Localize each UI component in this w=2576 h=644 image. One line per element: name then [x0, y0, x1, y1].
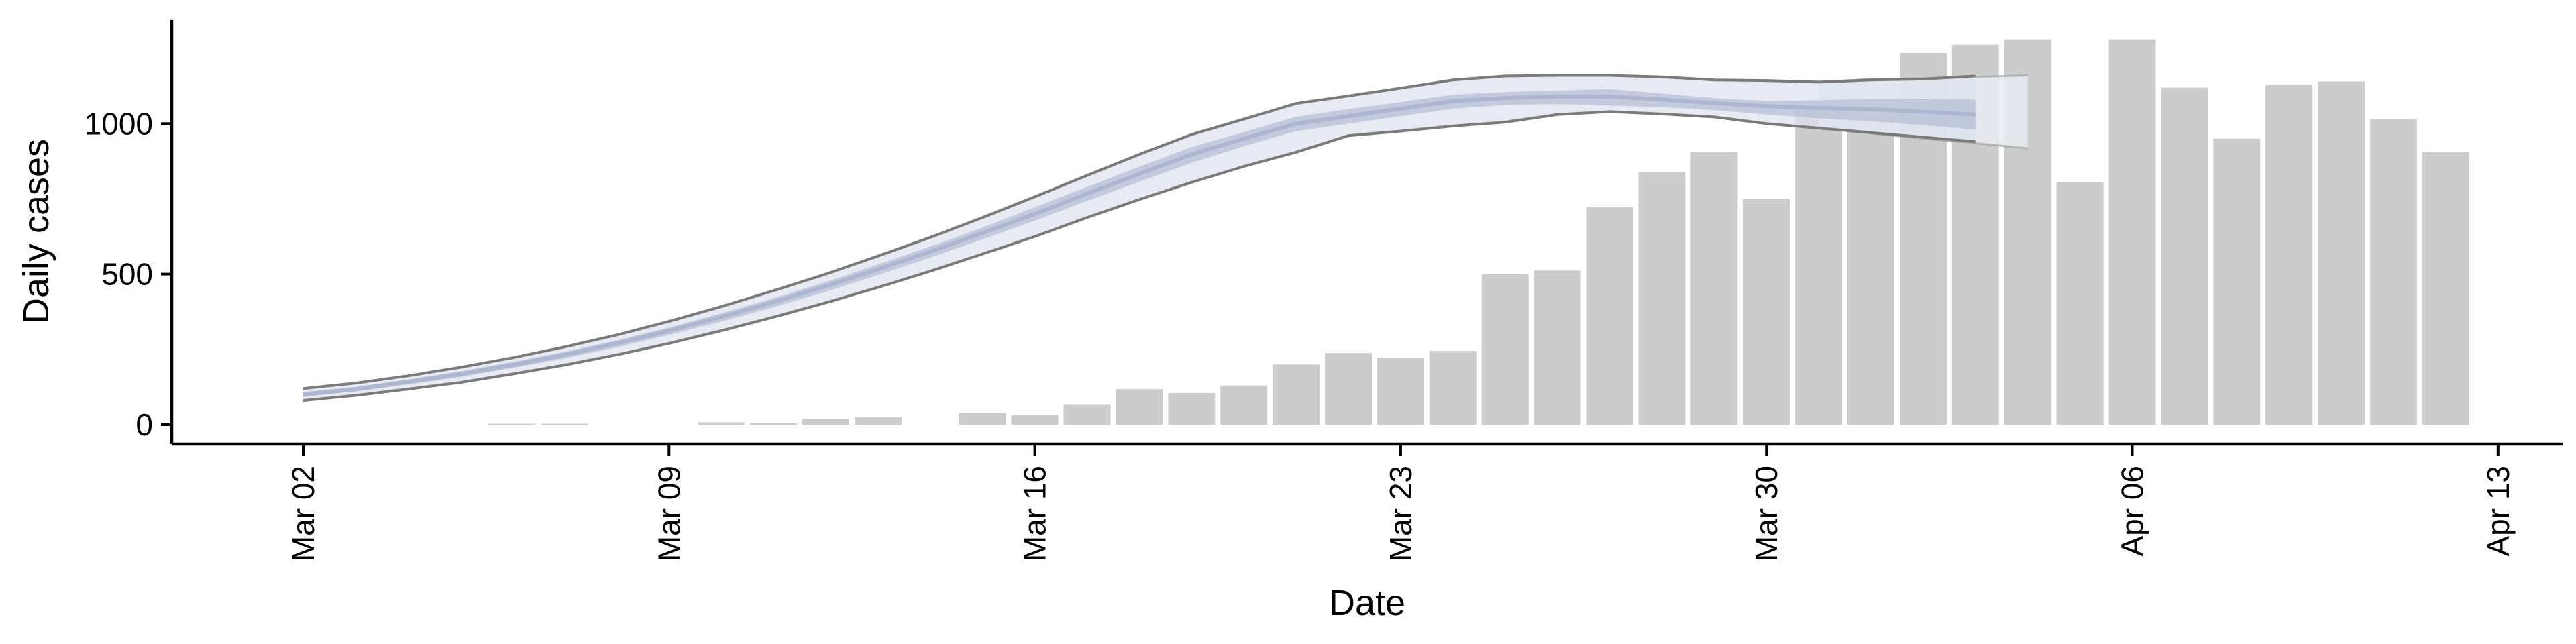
bar-mar-25: [1481, 274, 1529, 425]
bar-apr-12: [2422, 152, 2469, 425]
bar-apr-05: [2056, 182, 2104, 425]
bar-mar-26: [1534, 270, 1581, 425]
y-axis-title: Daily cases: [16, 139, 56, 324]
case-bars: [488, 39, 2469, 425]
estimate-inner-band: [303, 89, 1976, 397]
bar-apr-10: [2318, 81, 2365, 425]
x-tick-label: Mar 09: [651, 466, 686, 561]
x-tick-label: Apr 06: [2115, 466, 2150, 557]
bar-mar-30: [1743, 199, 1790, 425]
bar-mar-11: [750, 423, 798, 425]
y-tick-label: 0: [136, 407, 153, 442]
bar-apr-09: [2265, 85, 2313, 425]
bar-mar-24: [1429, 351, 1477, 425]
x-tick-label: Apr 13: [2481, 466, 2516, 557]
estimate-center-line: [303, 94, 1976, 397]
bar-apr-11: [2370, 119, 2417, 425]
bar-mar-07: [541, 423, 588, 425]
estimate-upper-line: [303, 74, 1976, 390]
x-ticks: Mar 02 Mar 09 Mar 16 Mar 23 Mar 30 Apr 06 Apr …: [286, 444, 2516, 561]
bar-apr-07: [2161, 87, 2208, 425]
bar-mar-10: [698, 422, 745, 425]
bar-mar-17: [1063, 404, 1111, 425]
bar-mar-13: [854, 417, 902, 425]
x-tick-label: Mar 30: [1749, 466, 1784, 561]
bar-mar-27: [1586, 207, 1633, 425]
y-tick-label: 1000: [85, 106, 153, 141]
bar-mar-20: [1220, 385, 1268, 425]
bar-mar-23: [1377, 358, 1424, 425]
bar-mar-29: [1690, 152, 1738, 425]
x-tick-label: Mar 16: [1018, 466, 1053, 561]
x-tick-label: Mar 02: [286, 466, 321, 561]
y-tick-label: 500: [101, 257, 153, 292]
bar-mar-18: [1116, 389, 1163, 425]
bar-mar-19: [1168, 392, 1216, 425]
estimate-band: [303, 74, 1976, 402]
bar-mar-12: [802, 419, 849, 425]
x-tick-label: Mar 23: [1383, 466, 1418, 561]
estimate-lower-line: [303, 110, 1976, 402]
bar-mar-21: [1273, 364, 1320, 425]
bar-apr-06: [2108, 39, 2156, 425]
bar-mar-22: [1325, 353, 1372, 425]
bar-mar-15: [959, 413, 1006, 425]
bar-mar-28: [1638, 172, 1686, 425]
y-ticks: 0 500 1000: [85, 106, 172, 442]
bar-apr-01: [1847, 116, 1894, 425]
x-axis-title: Date: [1329, 583, 1405, 623]
bar-mar-31: [1795, 109, 1843, 425]
bar-mar-06: [488, 423, 536, 425]
bar-apr-08: [2213, 138, 2261, 425]
bar-mar-16: [1011, 415, 1059, 425]
